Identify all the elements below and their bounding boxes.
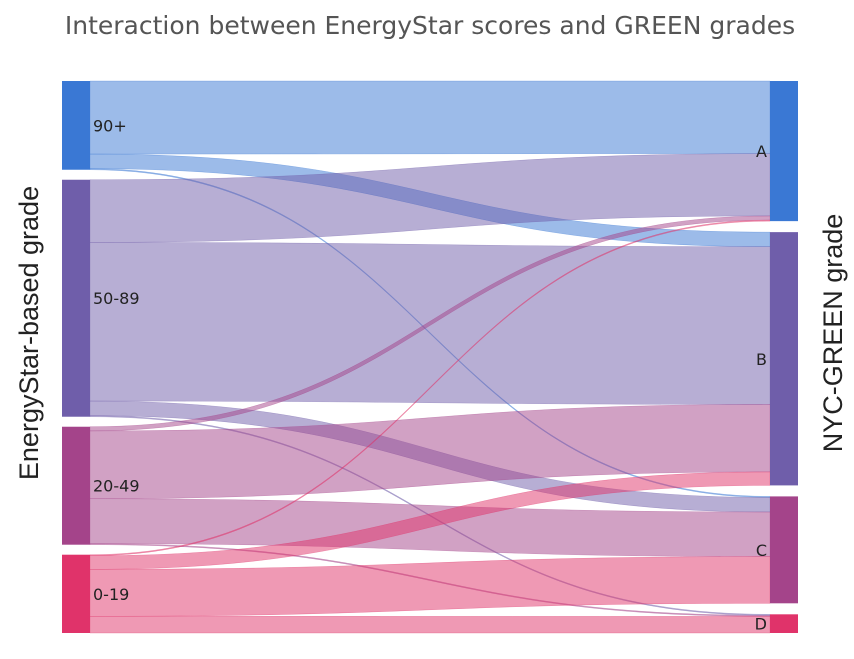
target-node-C[interactable]	[770, 496, 798, 604]
source-node-label: 90+	[93, 116, 127, 135]
source-node-label: 20-49	[93, 477, 140, 496]
link-90+-to-A[interactable]	[89, 80, 771, 155]
source-node-0-19[interactable]	[62, 554, 90, 633]
target-node-D[interactable]	[770, 614, 798, 633]
links-layer	[89, 80, 771, 634]
source-node-label: 50-89	[93, 289, 140, 308]
source-node-50-89[interactable]	[62, 179, 90, 417]
target-node-label: C	[756, 541, 767, 560]
target-node-A[interactable]	[770, 81, 798, 222]
link-0-19-to-D[interactable]	[89, 616, 771, 634]
target-node-B[interactable]	[770, 232, 798, 486]
left-axis-label: EnergyStar-based grade	[14, 186, 44, 480]
nodes-layer	[62, 81, 798, 633]
source-node-90+[interactable]	[62, 81, 90, 170]
right-axis-label: NYC-GREEN grade	[818, 214, 848, 453]
chart-title: Interaction between EnergyStar scores an…	[65, 11, 795, 40]
target-node-label: B	[756, 350, 767, 369]
source-node-20-49[interactable]	[62, 426, 90, 545]
target-node-label: D	[755, 615, 767, 634]
target-node-label: A	[756, 142, 767, 161]
source-node-label: 0-19	[93, 585, 129, 604]
labels-layer: 90+ 50-89 20-49 0-19 A B C D	[93, 116, 767, 633]
